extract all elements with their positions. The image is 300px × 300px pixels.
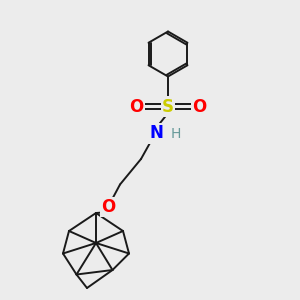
Text: S: S xyxy=(162,98,174,116)
Text: O: O xyxy=(101,198,115,216)
Text: O: O xyxy=(129,98,144,116)
Text: O: O xyxy=(192,98,207,116)
Text: N: N xyxy=(149,124,163,142)
Text: H: H xyxy=(170,127,181,140)
